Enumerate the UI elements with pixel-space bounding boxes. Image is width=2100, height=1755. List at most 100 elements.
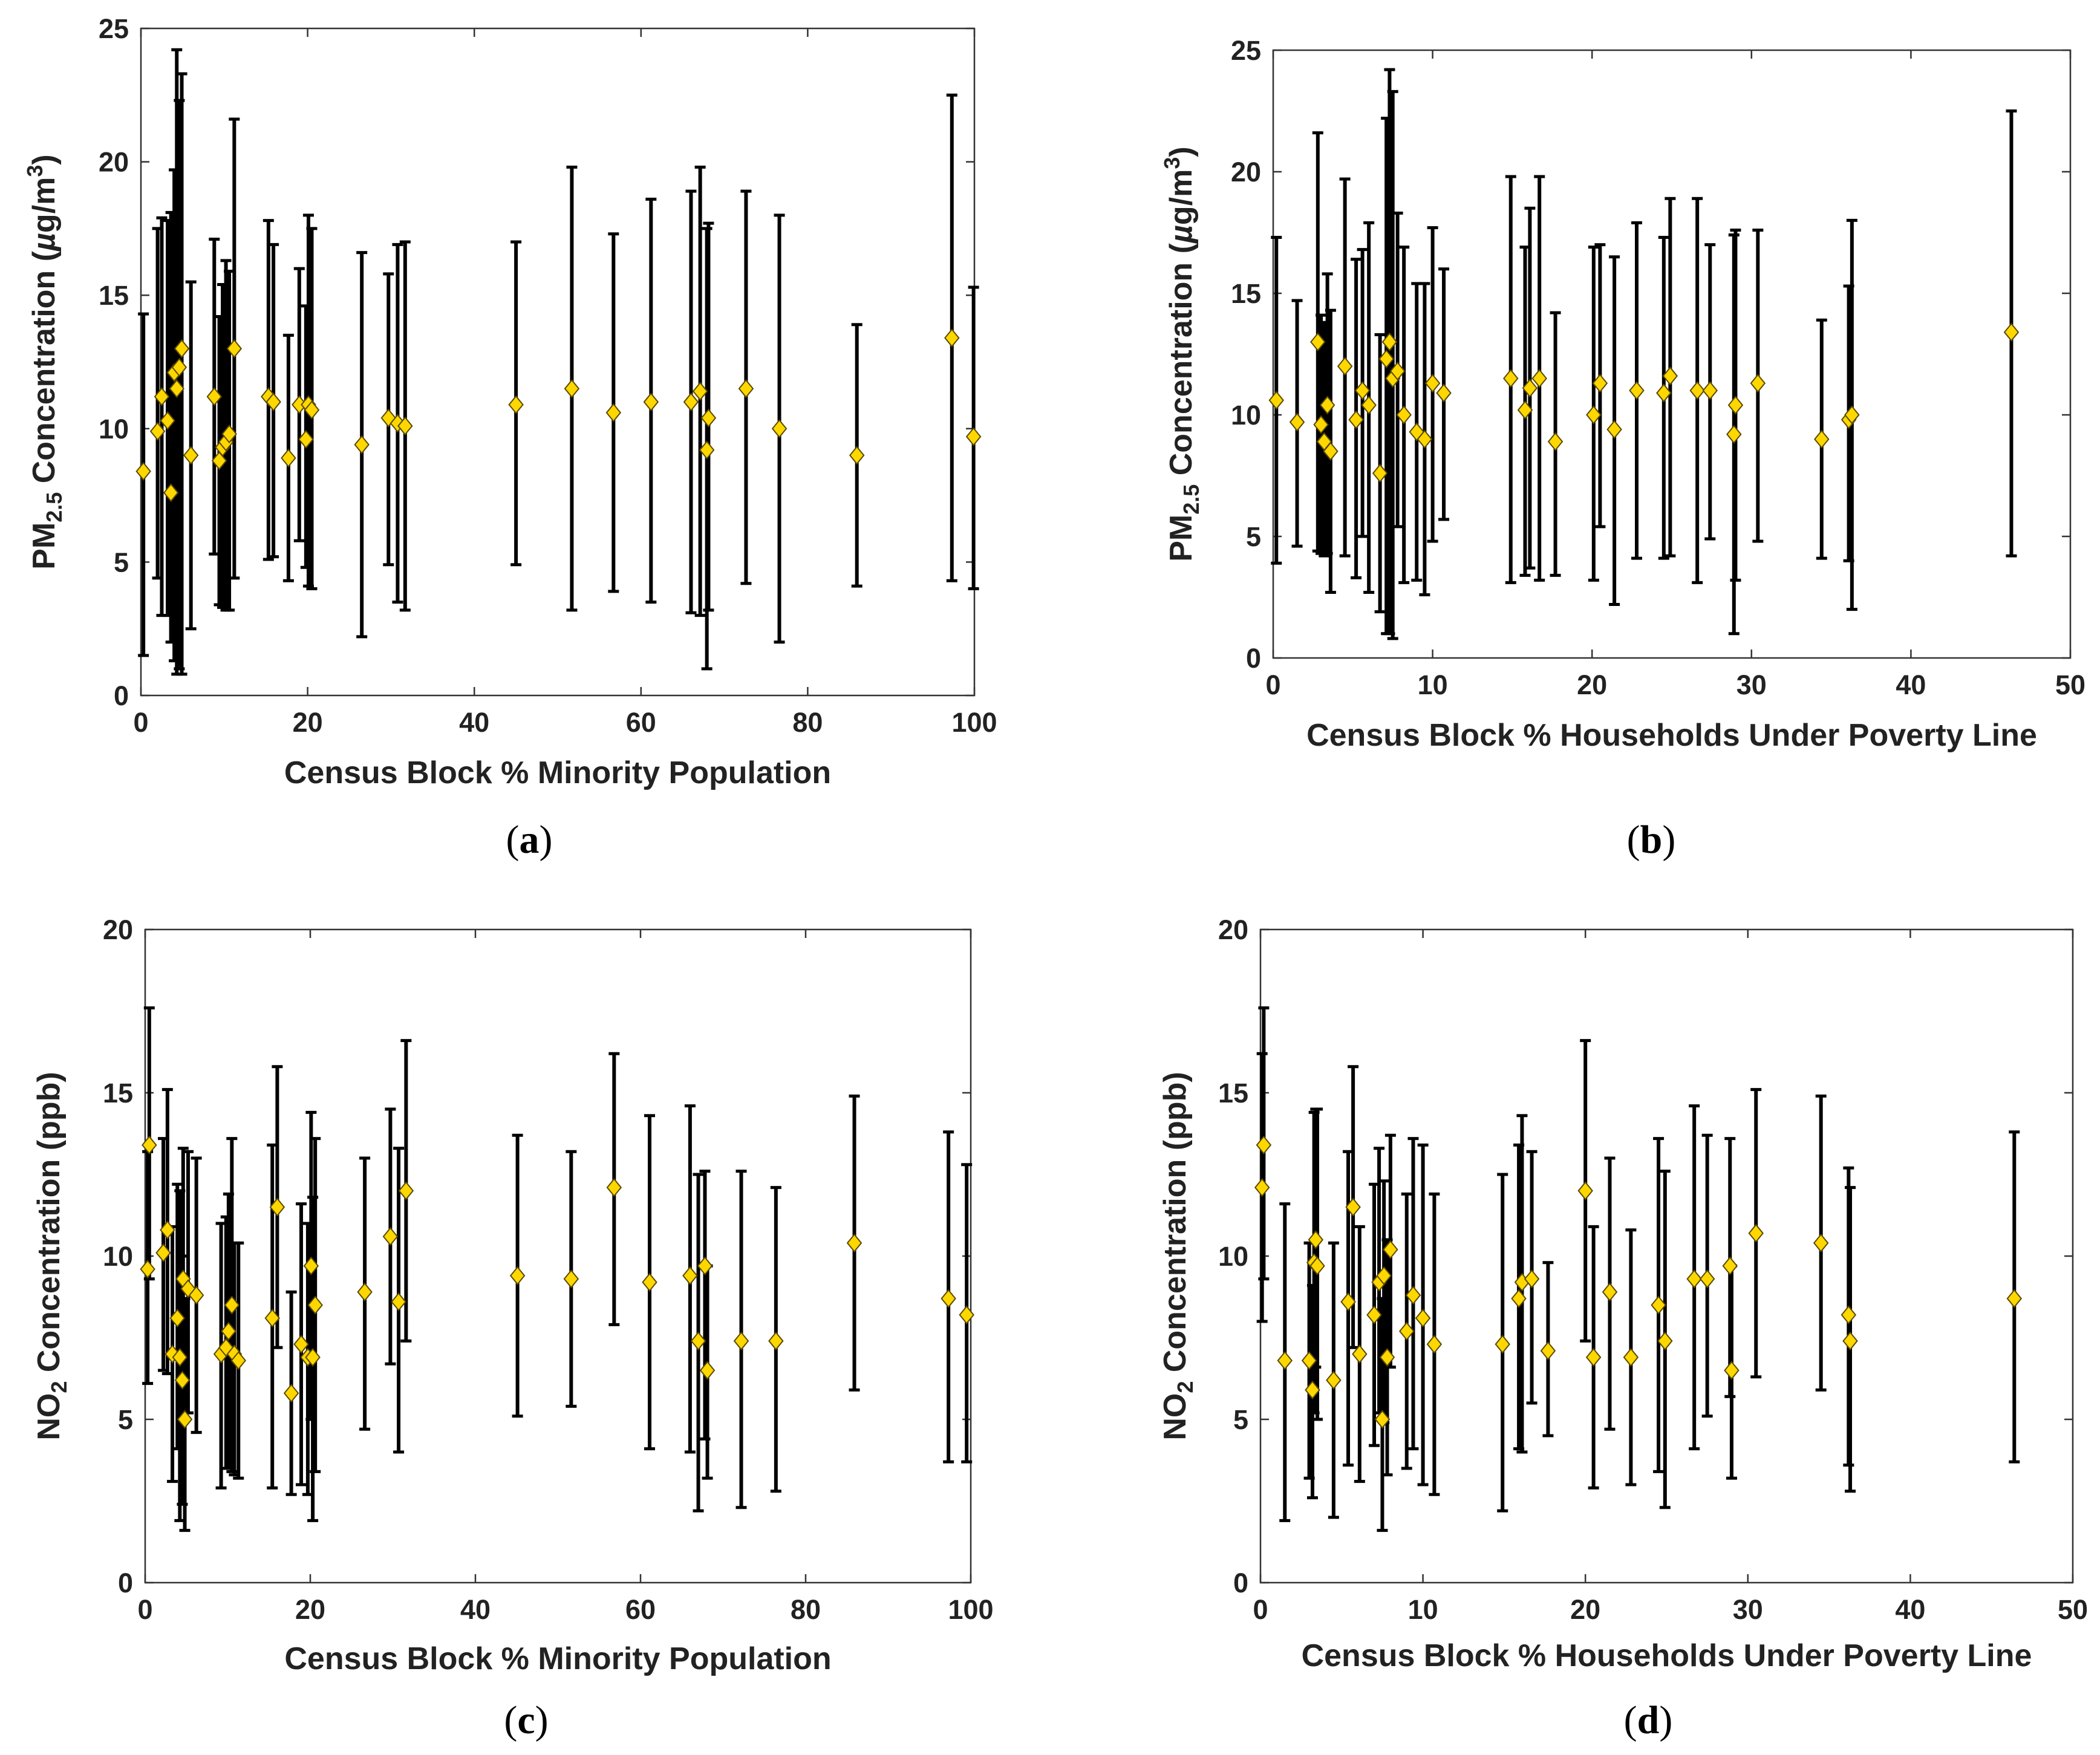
x-tick-label-a-1: 20 — [293, 707, 323, 738]
ylabel-b-post: ) — [1164, 146, 1199, 157]
data-point-d-16 — [1379, 1347, 1395, 1367]
data-point-a-30 — [643, 392, 659, 412]
x-tick-label-b-4: 40 — [1896, 669, 1926, 700]
x-tick-label-d-3: 30 — [1733, 1594, 1763, 1625]
data-point-b-28 — [1606, 420, 1622, 439]
x-tick-label-c-3: 60 — [625, 1594, 656, 1625]
data-point-a-9 — [183, 446, 199, 465]
y-tick-label-b-5: 25 — [1231, 35, 1261, 66]
data-point-b-7 — [1337, 357, 1353, 376]
ticks-d: 0 10 20 30 40 50 0 5 10 15 20 — [1218, 914, 2088, 1625]
y-tick-label-b-4: 20 — [1231, 157, 1261, 187]
data-point-b-39 — [1844, 405, 1860, 425]
data-point-a-22 — [304, 400, 320, 420]
data-point-d-34 — [1699, 1269, 1715, 1289]
data-point-c-38 — [733, 1331, 749, 1350]
data-point-c-36 — [697, 1256, 713, 1275]
ylabel-d-mid: Concentration (ppb) — [1158, 1072, 1193, 1381]
data-point-a-20 — [298, 429, 314, 449]
data-point-b-0 — [1268, 391, 1285, 410]
y-tick-label-c-0: 0 — [118, 1568, 133, 1598]
y-tick-label-b-3: 15 — [1231, 278, 1261, 309]
panel-letter-d: d — [1637, 1698, 1660, 1742]
panel-label-c: (c) — [504, 1698, 548, 1742]
data-point-a-31 — [683, 392, 699, 412]
y-axis-label-a: PM2.5 Concentration (µg/m3) — [22, 154, 67, 570]
axes-box-b — [1272, 49, 2072, 659]
y-tick-label-a-0: 0 — [114, 680, 129, 711]
ylabel-a-mu: µ — [27, 233, 62, 252]
data-point-d-30 — [1623, 1347, 1639, 1367]
data-point-c-11 — [188, 1286, 204, 1305]
data-point-c-9 — [177, 1410, 193, 1429]
data-point-d-9 — [1340, 1292, 1356, 1312]
data-point-c-35 — [690, 1331, 706, 1350]
panel-a: 0 20 40 60 80 100 0 5 10 15 20 25 Census Block % Mi… — [22, 13, 997, 862]
data-point-d-14 — [1374, 1410, 1391, 1429]
panel-c: 0 20 40 60 80 100 0 5 10 15 20 Census Block % Mino… — [31, 914, 994, 1742]
data-point-a-0 — [135, 461, 151, 481]
data-point-c-21 — [293, 1335, 309, 1354]
data-point-c-15 — [224, 1295, 240, 1315]
data-point-b-16 — [1396, 405, 1412, 425]
x-axis-label-c: Census Block % Minority Population — [284, 1641, 831, 1676]
data-point-a-34 — [700, 408, 717, 428]
x-tick-label-d-4: 40 — [1895, 1594, 1925, 1625]
data-point-c-41 — [941, 1289, 956, 1308]
x-axis-label-d: Census Block % Households Under Poverty … — [1302, 1638, 2032, 1673]
data-point-c-6 — [172, 1347, 188, 1367]
data-point-b-26 — [1586, 405, 1602, 425]
data-point-a-36 — [771, 419, 788, 438]
data-point-c-40 — [846, 1233, 862, 1252]
data-point-d-37 — [1748, 1223, 1764, 1243]
y-tick-label-a-3: 15 — [99, 280, 129, 311]
panel-b: 0 10 20 30 40 50 0 5 10 15 20 25 Census Block % Hou… — [1159, 35, 2085, 862]
data-point-b-2 — [1310, 332, 1326, 351]
data-point-d-7 — [1309, 1256, 1325, 1275]
error-bar-a-8 — [176, 72, 188, 676]
data-point-c-32 — [606, 1178, 622, 1197]
x-tick-label-c-2: 40 — [460, 1594, 491, 1625]
y-tick-label-d-3: 15 — [1218, 1078, 1248, 1109]
error-bar-a-0 — [138, 312, 149, 657]
ylabel-a-post: ) — [27, 154, 62, 164]
x-tick-label-d-0: 0 — [1253, 1594, 1268, 1625]
x-tick-label-b-2: 20 — [1577, 669, 1607, 700]
data-point-d-15 — [1376, 1266, 1392, 1285]
data-point-d-17 — [1383, 1240, 1398, 1259]
data-point-a-35 — [738, 379, 754, 399]
ylabel-c-pre: NO — [31, 1393, 67, 1441]
data-point-d-10 — [1345, 1197, 1361, 1217]
x-tick-label-d-5: 50 — [2058, 1594, 2088, 1625]
x-tick-label-b-1: 10 — [1418, 669, 1448, 700]
ylabel-d-pre: NO — [1158, 1393, 1193, 1441]
marks-a — [135, 48, 982, 676]
data-point-b-8 — [1348, 410, 1364, 429]
data-point-b-32 — [1689, 381, 1705, 400]
data-point-d-12 — [1366, 1305, 1382, 1324]
x-tick-label-d-2: 20 — [1570, 1594, 1600, 1625]
data-point-d-8 — [1326, 1370, 1342, 1390]
x-tick-label-a-0: 0 — [133, 707, 148, 738]
data-point-d-35 — [1722, 1256, 1738, 1275]
x-tick-label-c-0: 0 — [137, 1594, 152, 1625]
y-tick-label-b-2: 10 — [1231, 400, 1261, 431]
data-point-b-30 — [1656, 383, 1672, 403]
data-point-a-38 — [944, 328, 960, 348]
data-point-b-18 — [1417, 429, 1433, 449]
data-point-a-2 — [154, 387, 170, 406]
ylabel-c-sub: 2 — [47, 1381, 71, 1393]
data-point-c-28 — [391, 1292, 406, 1312]
ylabel-b-unit: g/m — [1164, 169, 1199, 225]
data-point-c-34 — [682, 1266, 698, 1285]
data-point-d-36 — [1724, 1361, 1740, 1380]
data-point-d-41 — [2006, 1289, 2023, 1308]
data-point-c-39 — [768, 1331, 784, 1350]
data-point-c-13 — [218, 1338, 234, 1357]
data-point-b-22 — [1517, 400, 1533, 420]
data-point-c-1 — [142, 1135, 157, 1154]
ylabel-b-mu: µ — [1164, 225, 1199, 244]
x-tick-label-c-1: 20 — [295, 1594, 325, 1625]
y-tick-label-a-2: 10 — [99, 414, 129, 444]
